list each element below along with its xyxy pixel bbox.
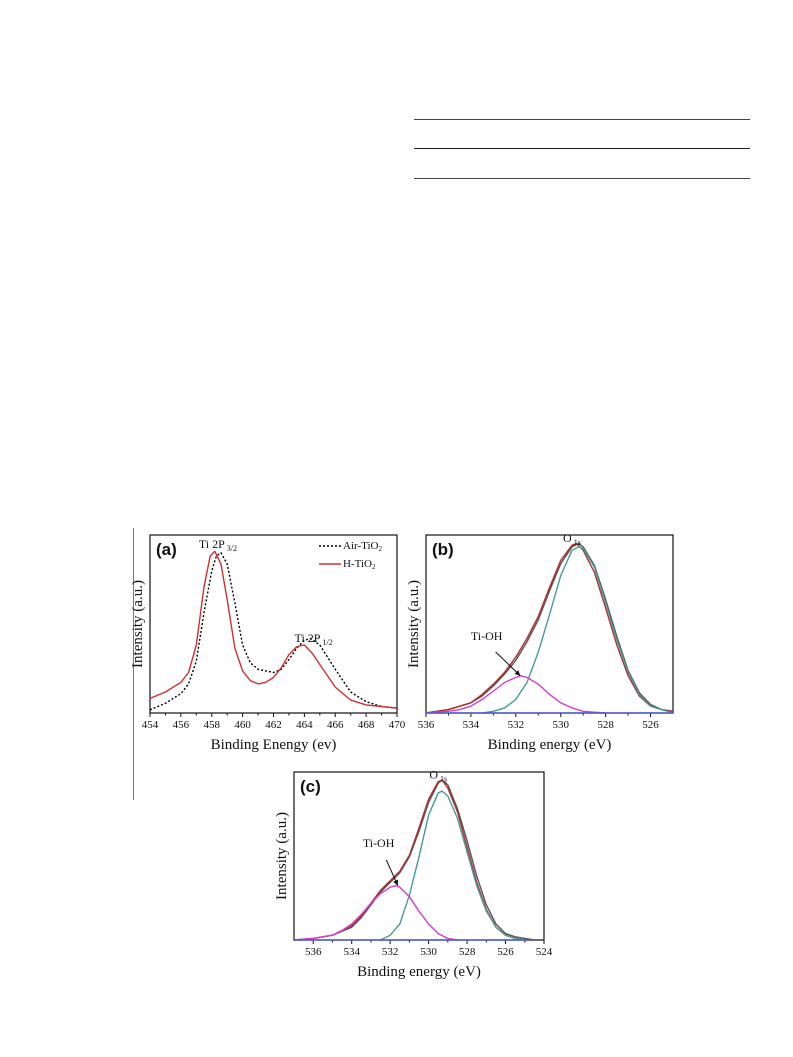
chart-c-x-tick-label: 526	[497, 946, 514, 958]
chart-a-legend-entry: Air-TiO2	[343, 540, 382, 553]
chart-a-x-tick-label: 456	[173, 719, 190, 731]
chart-c-x-tick-label: 530	[420, 946, 437, 958]
chart-c-annotation: Ti-OH	[363, 836, 395, 850]
chart-c-series-2	[380, 790, 525, 941]
chart-c-x-tick-label: 534	[343, 946, 360, 958]
chart-a-legend-entry: H-TiO2	[343, 558, 376, 571]
table-top-rule	[414, 119, 750, 120]
chart-panel-b: 536 534 532 530 528 526 Binding energy (eV) Int…	[406, 531, 674, 753]
chart-a-panel-label: (a)	[156, 540, 177, 559]
chart-panel-a: 454 456 458 460 462 464 466 468 470 Binding Eneng…	[130, 534, 406, 753]
chart-c-x-tick-label: 532	[382, 946, 399, 958]
chart-c-x-tick-label: 528	[459, 946, 476, 958]
chart-b-series-1	[425, 542, 674, 714]
chart-c-x-tick-label: 524	[536, 946, 553, 958]
chart-b-x-tick-label: 526	[642, 719, 659, 731]
chart-b-x-tick-label: 532	[508, 719, 525, 731]
chart-a-series-1	[149, 550, 398, 709]
chart-c-y-axis-label: Intensity (a.u.)	[274, 812, 290, 900]
chart-a-x-tick-label: 458	[204, 719, 221, 731]
chart-a-annotation: Ti 2P 3/2	[199, 537, 237, 553]
chart-b-x-tick-label: 528	[597, 719, 614, 731]
chart-c-x-tick-label: 536	[305, 946, 322, 958]
chart-a-annotation: Ti 2P 1/2	[295, 631, 333, 647]
table-bottom-rule	[414, 178, 750, 179]
chart-a-x-tick-label: 470	[389, 719, 406, 731]
chart-b-y-axis-label: Intensity (a.u.)	[406, 580, 422, 668]
chart-a-series-0	[149, 552, 398, 711]
chart-b-x-axis-label: Binding energy (eV)	[488, 737, 612, 753]
chart-a-x-tick-label: 454	[142, 719, 159, 731]
chart-panel-c: 536 534 532 530 528 526 524 Binding energy (eV)…	[274, 767, 553, 980]
chart-a-x-tick-label: 462	[265, 719, 282, 731]
chart-b-series-2	[481, 546, 674, 714]
chart-c-series-0	[293, 779, 535, 941]
chart-a-x-axis-label: Binding Enengy (ev)	[211, 737, 337, 753]
chart-b-arrow-head	[514, 670, 521, 676]
table-mid-rule	[414, 148, 750, 149]
chart-c-panel-label: (c)	[300, 777, 321, 796]
chart-b-x-tick-label: 530	[552, 719, 569, 731]
chart-a-x-tick-label: 468	[358, 719, 375, 731]
chart-c-arrow-head	[393, 879, 399, 886]
chart-c-x-axis-label: Binding energy (eV)	[357, 964, 481, 980]
chart-b-annotation: O 1s	[563, 531, 581, 547]
chart-a-x-tick-label: 464	[296, 719, 313, 731]
chart-b-series-0	[425, 542, 674, 714]
chart-a-x-tick-label: 466	[327, 719, 344, 731]
chart-b-x-tick-label: 536	[418, 719, 435, 731]
chart-c-series-3	[293, 884, 458, 941]
chart-c-series-1	[293, 779, 535, 941]
chart-b-panel-label: (b)	[432, 540, 454, 559]
chart-a-y-axis-label: Intensity (a.u.)	[130, 580, 146, 668]
chart-b-arrow	[495, 651, 521, 677]
page-margin-bar	[133, 528, 134, 800]
chart-b-series-3	[425, 675, 606, 714]
chart-b-x-tick-label: 534	[463, 719, 480, 731]
chart-b-annotation: Ti-OH	[471, 629, 503, 643]
chart-a-x-tick-label: 460	[234, 719, 251, 731]
